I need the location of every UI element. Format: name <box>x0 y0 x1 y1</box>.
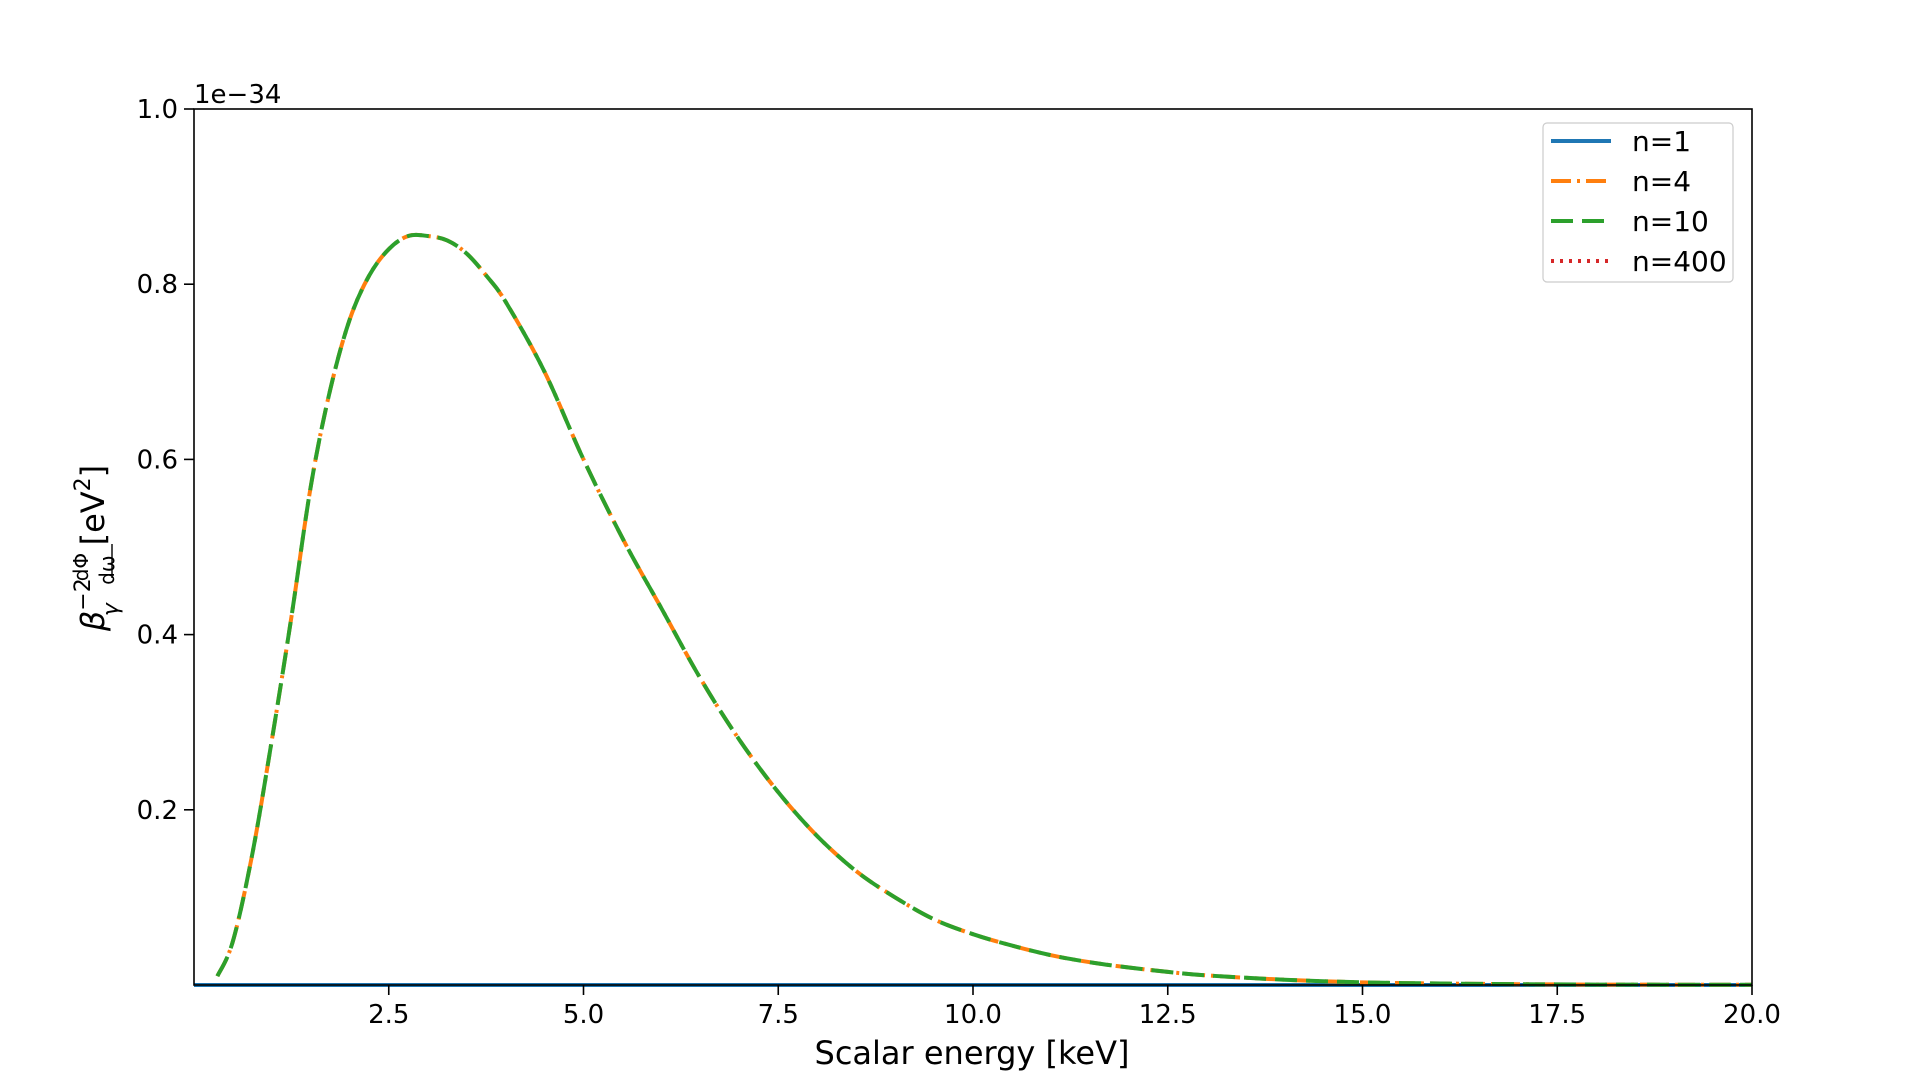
x-axis-label: Scalar energy [keV] <box>815 1034 1130 1072</box>
y-tick-label: 0.6 <box>137 445 178 475</box>
y-tick-label: 0.8 <box>137 270 178 300</box>
y-label-unit-close: ] <box>74 465 112 477</box>
y-label-frac-num: dΦ <box>69 553 93 581</box>
y-axis-label: β−2 γ dΦ dω [eV2] <box>69 465 124 632</box>
y-label-superscript: −2 <box>71 578 96 610</box>
y-tick-label: 0.4 <box>137 621 178 651</box>
x-tick-label: 10.0 <box>944 1000 1002 1030</box>
legend-label: n=4 <box>1632 165 1691 198</box>
legend-label: n=1 <box>1632 125 1691 158</box>
legend-label: n=400 <box>1632 245 1727 278</box>
y-tick-label: 1.0 <box>137 95 178 125</box>
x-tick-label: 5.0 <box>563 1000 604 1030</box>
x-tick-label: 2.5 <box>368 1000 409 1030</box>
x-tick-label: 7.5 <box>758 1000 799 1030</box>
y-label-unit-open: [eV <box>74 491 112 545</box>
legend: n=1 n=4 n=10 n=400 <box>1542 122 1734 283</box>
y-tick-label: 0.2 <box>137 796 178 826</box>
x-tick-label: 17.5 <box>1528 1000 1586 1030</box>
y-label-frac-den: dω <box>95 555 119 584</box>
x-tick-label: 15.0 <box>1334 1000 1392 1030</box>
y-label-beta: β <box>74 611 112 632</box>
series-line-n-10 <box>215 232 1753 987</box>
legend-label: n=10 <box>1632 205 1709 238</box>
x-tick-label: 12.5 <box>1139 1000 1197 1030</box>
legend-box <box>1542 122 1734 283</box>
y-label-subscript: γ <box>99 602 124 616</box>
y-label-unit-sup: 2 <box>71 477 96 491</box>
x-axis-ticks: 2.5 5.0 7.5 10.0 12.5 15.0 17.5 20.0 <box>368 985 1781 1030</box>
x-tick-label: 20.0 <box>1723 1000 1781 1030</box>
y-axis-ticks: 0.2 0.4 0.6 0.8 1.0 <box>137 95 194 826</box>
y-axis-offset-text: 1e−34 <box>194 80 281 110</box>
